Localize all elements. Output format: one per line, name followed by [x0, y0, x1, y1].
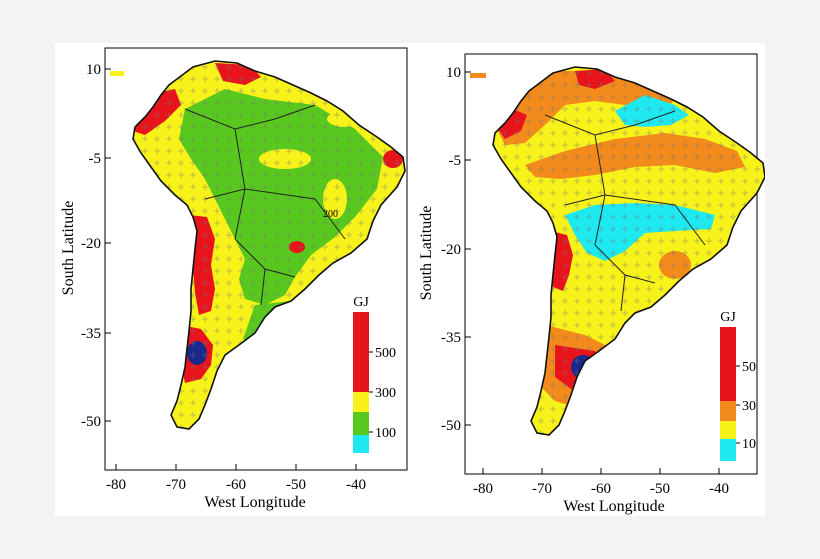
- right-y-axis-title: South Latitude: [418, 206, 435, 301]
- right-x-tick: -60: [591, 481, 611, 497]
- right-legend-label: 30: [742, 399, 756, 414]
- right-y-tick: -5: [449, 153, 462, 169]
- right-x-tick-labels: -80 -70 -60 -50 -40: [473, 481, 729, 497]
- right-legend-swatch: [720, 357, 736, 401]
- right-x-tick: -80: [473, 481, 493, 497]
- left-legend-swatch: [353, 342, 369, 392]
- right-y-tick: -50: [441, 418, 461, 434]
- right-legend-label: 10: [742, 437, 756, 452]
- left-caribbean-fragment: [110, 71, 124, 76]
- left-legend-swatch: [353, 435, 369, 453]
- left-panel: 200 -80 -70 -60 -50 -40 10 -5 -20 -35 -5…: [60, 47, 408, 511]
- left-legend-label: 500: [375, 346, 396, 361]
- left-y-tick: 10: [86, 62, 101, 78]
- left-legend-label: 100: [375, 426, 396, 441]
- right-legend-swatch: [720, 327, 736, 357]
- left-legend-title: GJ: [353, 295, 369, 310]
- right-y-tick: -20: [441, 242, 461, 258]
- left-y-axis-title: South Latitude: [60, 201, 77, 296]
- left-y-tick-labels: 10 -5 -20 -35 -50: [81, 62, 101, 430]
- left-x-tick: -80: [106, 477, 126, 493]
- left-y-tick: -35: [81, 326, 101, 342]
- right-legend-swatch: [720, 421, 736, 439]
- left-map-borders: [184, 104, 346, 306]
- right-y-tick: -35: [441, 330, 461, 346]
- left-x-tick: -50: [286, 477, 306, 493]
- right-legend-swatch: [720, 439, 736, 461]
- right-caribbean-fragment: [470, 73, 486, 78]
- left-legend: GJ 500 300 100: [353, 295, 396, 453]
- left-y-tick: -5: [89, 151, 102, 167]
- right-legend-label: 50: [742, 360, 756, 375]
- left-legend-swatch: [353, 312, 369, 342]
- left-x-tick: -40: [346, 477, 366, 493]
- right-axis-ticks: [465, 71, 720, 474]
- left-legend-swatch: [353, 392, 369, 412]
- right-x-tick: -50: [650, 481, 670, 497]
- left-contour-label: 200: [323, 209, 338, 220]
- left-axis-ticks: [105, 68, 357, 470]
- right-panel: -80 -70 -60 -50 -40 10 -5 -20 -35 -50 We…: [418, 53, 765, 515]
- left-y-tick: -20: [81, 236, 101, 252]
- left-y-tick: -50: [81, 414, 101, 430]
- figure-svg: 200 -80 -70 -60 -50 -40 10 -5 -20 -35 -5…: [60, 47, 765, 515]
- left-x-tick: -60: [226, 477, 246, 493]
- right-y-tick-labels: 10 -5 -20 -35 -50: [441, 65, 461, 434]
- right-x-tick: -70: [532, 481, 552, 497]
- left-x-axis-title: West Longitude: [204, 494, 305, 511]
- left-x-tick-labels: -80 -70 -60 -50 -40: [106, 477, 366, 493]
- left-x-tick: -70: [166, 477, 186, 493]
- right-map-borders: [544, 110, 706, 312]
- right-y-tick: 10: [446, 65, 461, 81]
- right-legend: GJ 50 30 10: [720, 310, 756, 461]
- right-legend-swatch: [720, 401, 736, 421]
- figure: 200 -80 -70 -60 -50 -40 10 -5 -20 -35 -5…: [55, 43, 765, 516]
- left-legend-label: 300: [375, 386, 396, 401]
- right-legend-title: GJ: [720, 310, 736, 325]
- right-x-axis-title: West Longitude: [563, 498, 664, 515]
- right-x-tick: -40: [709, 481, 729, 497]
- left-legend-swatch: [353, 412, 369, 435]
